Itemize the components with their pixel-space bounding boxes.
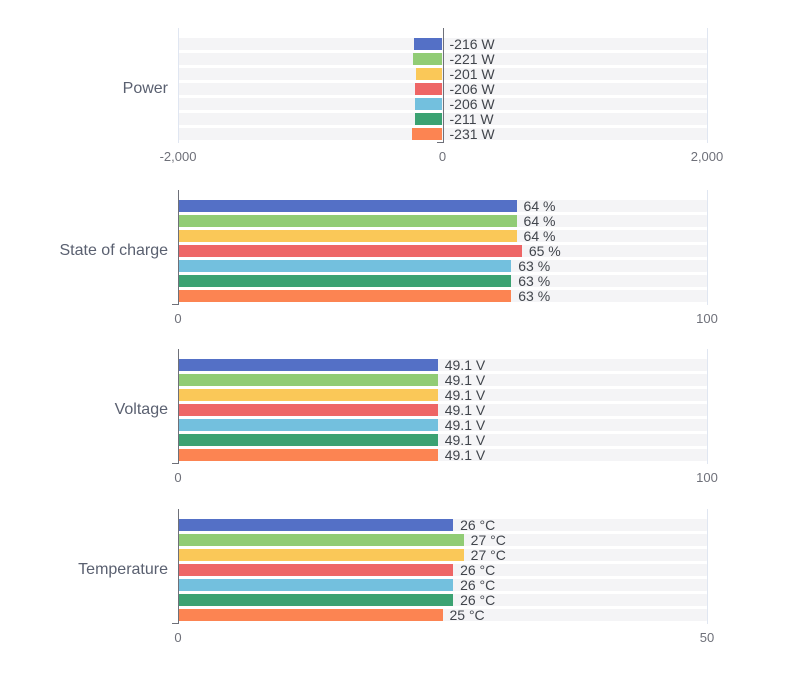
chart-title-state-of-charge: State of charge bbox=[59, 242, 168, 259]
bar-state-of-charge-1[interactable] bbox=[178, 200, 517, 212]
bar-voltage-7[interactable] bbox=[178, 449, 438, 461]
bar-voltage-3[interactable] bbox=[178, 389, 438, 401]
bar-value-label: 49.1 V bbox=[444, 417, 486, 433]
bar-value-label: 64 % bbox=[523, 228, 556, 244]
bar-temperature-6[interactable] bbox=[178, 594, 454, 606]
bar-voltage-4[interactable] bbox=[178, 404, 438, 416]
bar-value-label: 49.1 V bbox=[444, 402, 486, 418]
bar-power-1[interactable] bbox=[413, 38, 443, 50]
bar-voltage-2[interactable] bbox=[178, 374, 438, 386]
axis-tick-label: 0 bbox=[174, 630, 182, 645]
bar-temperature-1[interactable] bbox=[178, 519, 454, 531]
axis-tick-label: 50 bbox=[699, 630, 715, 645]
bar-value-label: 63 % bbox=[518, 258, 551, 274]
bar-power-7[interactable] bbox=[411, 128, 443, 140]
bar-value-label: -206 W bbox=[449, 81, 495, 97]
gridline bbox=[707, 28, 708, 143]
chart-title-temperature: Temperature bbox=[78, 561, 168, 578]
bar-value-label: 63 % bbox=[518, 273, 551, 289]
bar-value-label: -211 W bbox=[449, 111, 494, 127]
bar-value-label: 49.1 V bbox=[444, 387, 486, 403]
bar-temperature-3[interactable] bbox=[178, 549, 464, 561]
bar-power-6[interactable] bbox=[414, 113, 443, 125]
axis-tick-label: 0 bbox=[174, 470, 182, 485]
bar-value-label: 26 °C bbox=[460, 592, 496, 608]
bar-power-5[interactable] bbox=[415, 98, 443, 110]
bar-power-4[interactable] bbox=[415, 83, 443, 95]
bar-temperature-2[interactable] bbox=[178, 534, 464, 546]
zero-axis-line bbox=[442, 28, 444, 143]
bar-value-label: -231 W bbox=[449, 126, 495, 142]
bar-power-2[interactable] bbox=[413, 53, 443, 65]
zero-axis-line bbox=[178, 349, 179, 464]
bar-voltage-5[interactable] bbox=[178, 419, 438, 431]
axis-tick bbox=[172, 463, 178, 464]
gridline bbox=[707, 509, 708, 624]
axis-tick bbox=[172, 304, 178, 305]
bar-temperature-4[interactable] bbox=[178, 564, 454, 576]
bar-value-label: -206 W bbox=[449, 96, 495, 112]
axis-tick-label: -2,000 bbox=[159, 149, 197, 164]
bar-value-label: 49.1 V bbox=[444, 357, 486, 373]
bar-value-label: 64 % bbox=[523, 213, 556, 229]
axis-tick bbox=[172, 623, 178, 624]
bar-value-label: 26 °C bbox=[460, 577, 496, 593]
bar-temperature-7[interactable] bbox=[178, 609, 443, 621]
zero-axis-line bbox=[178, 509, 179, 624]
axis-tick-label: 100 bbox=[696, 470, 718, 485]
bar-value-label: -201 W bbox=[449, 66, 495, 82]
bar-voltage-6[interactable] bbox=[178, 434, 438, 446]
gridline bbox=[707, 349, 708, 464]
zero-axis-line bbox=[178, 190, 179, 305]
bar-value-label: 25 °C bbox=[449, 607, 485, 623]
axis-tick-label: 100 bbox=[696, 311, 718, 326]
bar-value-label: 65 % bbox=[528, 243, 561, 259]
bar-voltage-1[interactable] bbox=[178, 359, 438, 371]
bar-state-of-charge-6[interactable] bbox=[178, 275, 512, 287]
bar-state-of-charge-7[interactable] bbox=[178, 290, 512, 302]
bar-state-of-charge-4[interactable] bbox=[178, 245, 522, 257]
bar-state-of-charge-2[interactable] bbox=[178, 215, 517, 227]
bar-value-label: 26 °C bbox=[460, 562, 496, 578]
gridline bbox=[707, 190, 708, 305]
bar-temperature-5[interactable] bbox=[178, 579, 454, 591]
bar-value-label: 49.1 V bbox=[444, 447, 486, 463]
bar-value-label: 49.1 V bbox=[444, 432, 486, 448]
bar-value-label: 49.1 V bbox=[444, 372, 486, 388]
bar-value-label: 27 °C bbox=[470, 532, 506, 548]
axis-tick-label: 0 bbox=[438, 149, 447, 164]
axis-tick-label: 0 bbox=[174, 311, 182, 326]
bar-value-label: 27 °C bbox=[470, 547, 506, 563]
bar-value-label: 64 % bbox=[523, 198, 556, 214]
bar-value-label: 63 % bbox=[518, 288, 551, 304]
bar-state-of-charge-5[interactable] bbox=[178, 260, 512, 272]
bar-value-label: -216 W bbox=[449, 36, 495, 52]
chart-title-voltage: Voltage bbox=[114, 401, 168, 418]
bar-state-of-charge-3[interactable] bbox=[178, 230, 517, 242]
bar-value-label: -221 W bbox=[449, 51, 495, 67]
axis-tick-label: 2,000 bbox=[690, 149, 724, 164]
axis-tick bbox=[436, 142, 443, 143]
chart-title-power: Power bbox=[122, 80, 168, 97]
gridline bbox=[178, 28, 179, 143]
bar-power-3[interactable] bbox=[415, 68, 443, 80]
bar-value-label: 26 °C bbox=[460, 517, 496, 533]
